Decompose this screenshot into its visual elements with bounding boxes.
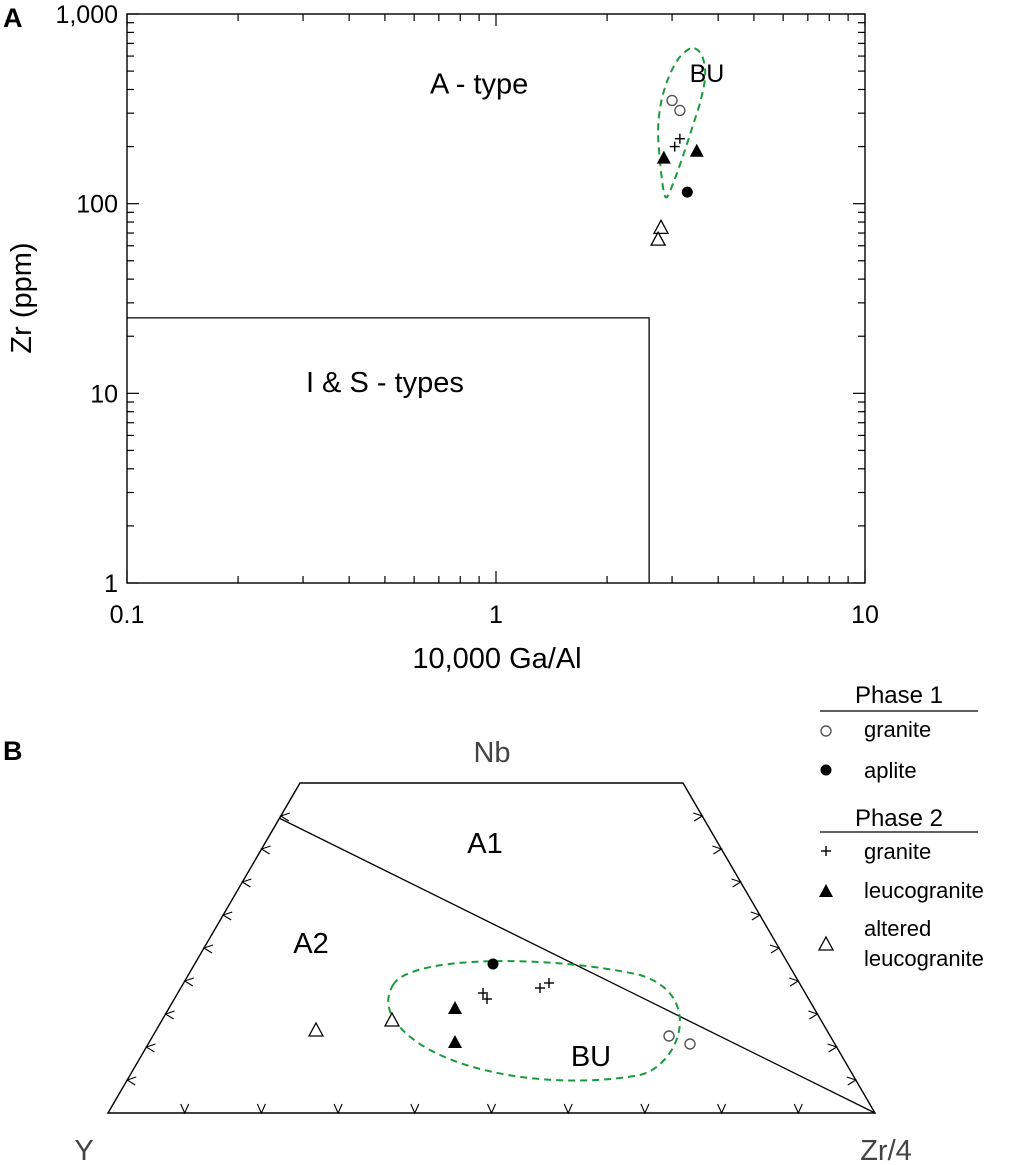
a1-a2-boundary [278, 817, 876, 1114]
ternary-point-filled-circle [487, 958, 499, 970]
legend-marker-open-triangle [817, 935, 835, 951]
ternary-tick [846, 1076, 858, 1086]
legend-symbol-open-triangle [817, 935, 835, 951]
ternary-tick [769, 944, 781, 954]
legend-marker-filled-circle [820, 764, 832, 776]
data-point-open-circle [674, 104, 686, 117]
ternary-tick [750, 911, 762, 921]
x-tick-label: 10 [851, 601, 879, 629]
data-point-plus [669, 141, 680, 152]
ternary-tick [164, 1010, 175, 1020]
legend-symbol-open-circle [820, 725, 832, 737]
ternary-tick [125, 1076, 137, 1086]
data-point-filled-circle [681, 186, 693, 198]
bu-label-b: BU [571, 1041, 611, 1073]
legend-symbol-plus [821, 846, 831, 856]
field-label-a2: A2 [293, 928, 328, 960]
y-tick-label: 100 [76, 191, 118, 219]
x-tick-label: 0.1 [110, 601, 145, 629]
panel-b-plot: A1 A2 BU Nb Y Zr/4 [74, 737, 911, 1165]
apex-label-y: Y [74, 1135, 93, 1165]
ternary-tick [731, 878, 742, 888]
x-tick-label: 1 [489, 601, 503, 629]
ternary-point-plus [544, 978, 554, 988]
y-axis-label: Zr (ppm) [6, 242, 38, 353]
ternary-tick [789, 977, 800, 987]
panel-a-points [650, 94, 704, 246]
legend-marker-open-circle [820, 725, 832, 737]
panel-b-label: B [3, 736, 23, 766]
ternary-tick [793, 1103, 803, 1115]
ternary-tick [410, 1103, 420, 1115]
ternary-tick [279, 812, 290, 822]
data-point-plus [674, 133, 685, 144]
ternary-point-open-triangle [307, 1021, 325, 1037]
data-point-filled-triangle [689, 143, 704, 157]
ternary-point-filled-triangle [448, 1001, 462, 1014]
legend: Phase 1 granite aplite Phase 2 granite l… [817, 682, 984, 971]
ternary-tick [241, 878, 252, 888]
y-tick-label: 10 [90, 380, 118, 408]
ternary-point-open-triangle [383, 1011, 401, 1027]
panel-a-ticks [126, 13, 866, 584]
bu-outline-b [387, 960, 681, 1082]
data-point-open-triangle [650, 230, 667, 246]
panel-a-tick-labels: 0.1 1 10 1 10 100 1,000 [55, 1, 878, 629]
field-label-is-types: I & S - types [306, 367, 464, 399]
ternary-point-plus [478, 988, 488, 998]
x-axis-label: 10,000 Ga/Al [412, 643, 581, 675]
ternary-tick [486, 1103, 497, 1115]
legend-marker-filled-triangle [819, 884, 833, 897]
ternary-tick [693, 812, 704, 822]
ternary-tick [256, 1103, 266, 1115]
ternary-tick [221, 911, 233, 921]
ternary-tick [260, 845, 271, 855]
y-tick-label: 1,000 [55, 1, 118, 29]
ternary-tick [712, 845, 723, 855]
legend-item-granite-phase1: granite [864, 717, 931, 742]
legend-phase1-title: Phase 1 [855, 682, 943, 709]
bu-outline-a [657, 46, 707, 199]
field-label-a-type: A - type [430, 69, 528, 101]
legend-item-leucogranite: leucogranite [864, 878, 984, 903]
ternary-tick [183, 977, 194, 987]
legend-item-altered: altered [864, 916, 931, 941]
panel-a-label: A [3, 3, 23, 33]
data-point-open-circle [666, 94, 678, 107]
data-point-filled-triangle [656, 150, 671, 164]
ternary-tick [640, 1103, 650, 1115]
ternary-point-filled-triangle [448, 1035, 462, 1048]
data-point-open-triangle [652, 218, 670, 235]
y-tick-label: 1 [104, 570, 118, 598]
ternary-frame [106, 782, 877, 1114]
is-type-boundary [127, 317, 650, 583]
legend-phase2-title: Phase 2 [855, 805, 943, 832]
apex-label-nb: Nb [473, 737, 510, 769]
legend-marker-plus [821, 846, 831, 856]
panel-b-points [307, 958, 696, 1050]
ternary-tick [145, 1043, 156, 1053]
ternary-point-open-circle [663, 1030, 675, 1042]
ternary-point-plus [535, 983, 545, 993]
ternary-tick [717, 1103, 727, 1115]
apex-label-zr4: Zr/4 [860, 1135, 912, 1165]
ternary-point-open-circle [684, 1038, 696, 1050]
ternary-tick [333, 1103, 343, 1115]
panel-a-plot: 0.1 1 10 1 10 100 1,000 A - type I & S - types… [6, 1, 879, 675]
bu-label-a: BU [690, 60, 725, 88]
legend-symbol-filled-circle [820, 764, 832, 776]
legend-item-leucogranite-altered: leucogranite [864, 946, 984, 971]
ternary-tick [827, 1043, 838, 1053]
ternary-point-plus [482, 994, 492, 1004]
legend-symbol-filled-triangle [819, 884, 833, 897]
legend-item-granite-phase2: granite [864, 839, 931, 864]
ternary-tick [563, 1103, 573, 1115]
legend-item-aplite: aplite [864, 758, 917, 783]
ternary-tick [180, 1103, 190, 1115]
ternary-tick [202, 944, 214, 954]
ternary-ticks [125, 812, 858, 1115]
field-label-a1: A1 [467, 828, 502, 860]
ternary-tick [808, 1010, 819, 1020]
